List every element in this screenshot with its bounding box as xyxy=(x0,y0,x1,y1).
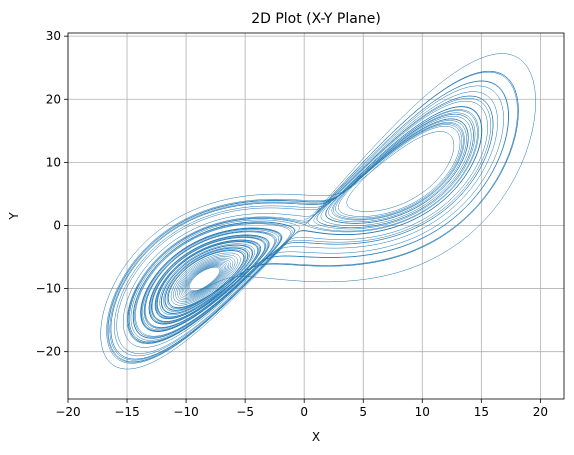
x-tick-label: −5 xyxy=(236,405,254,419)
y-tick-label: 10 xyxy=(46,155,61,169)
x-tick-label: 15 xyxy=(474,405,489,419)
x-axis-label: X xyxy=(312,430,320,444)
x-tick-label: 10 xyxy=(415,405,430,419)
x-tick-label: −15 xyxy=(114,405,139,419)
axes-frame xyxy=(67,32,565,400)
y-tick-label: 30 xyxy=(46,29,61,43)
chart-title: 2D Plot (X-Y Plane) xyxy=(251,11,381,27)
series-line-0 xyxy=(100,53,536,370)
y-axis-label: Y xyxy=(7,212,21,221)
x-tick-label: 5 xyxy=(359,405,367,419)
x-tick-label: 20 xyxy=(533,405,548,419)
x-tick-label: −10 xyxy=(173,405,198,419)
y-tick-label: −20 xyxy=(36,345,61,359)
y-tick-label: −10 xyxy=(36,282,61,296)
x-tick-label: 0 xyxy=(300,405,308,419)
x-tick-label: −20 xyxy=(55,405,80,419)
y-tick-label: 20 xyxy=(46,92,61,106)
y-tick-label: 0 xyxy=(53,218,61,232)
plot-area: −20 −15 −10 −5 0 5 10 15 20 −20 −10 0 10 20 30 xyxy=(36,29,565,419)
